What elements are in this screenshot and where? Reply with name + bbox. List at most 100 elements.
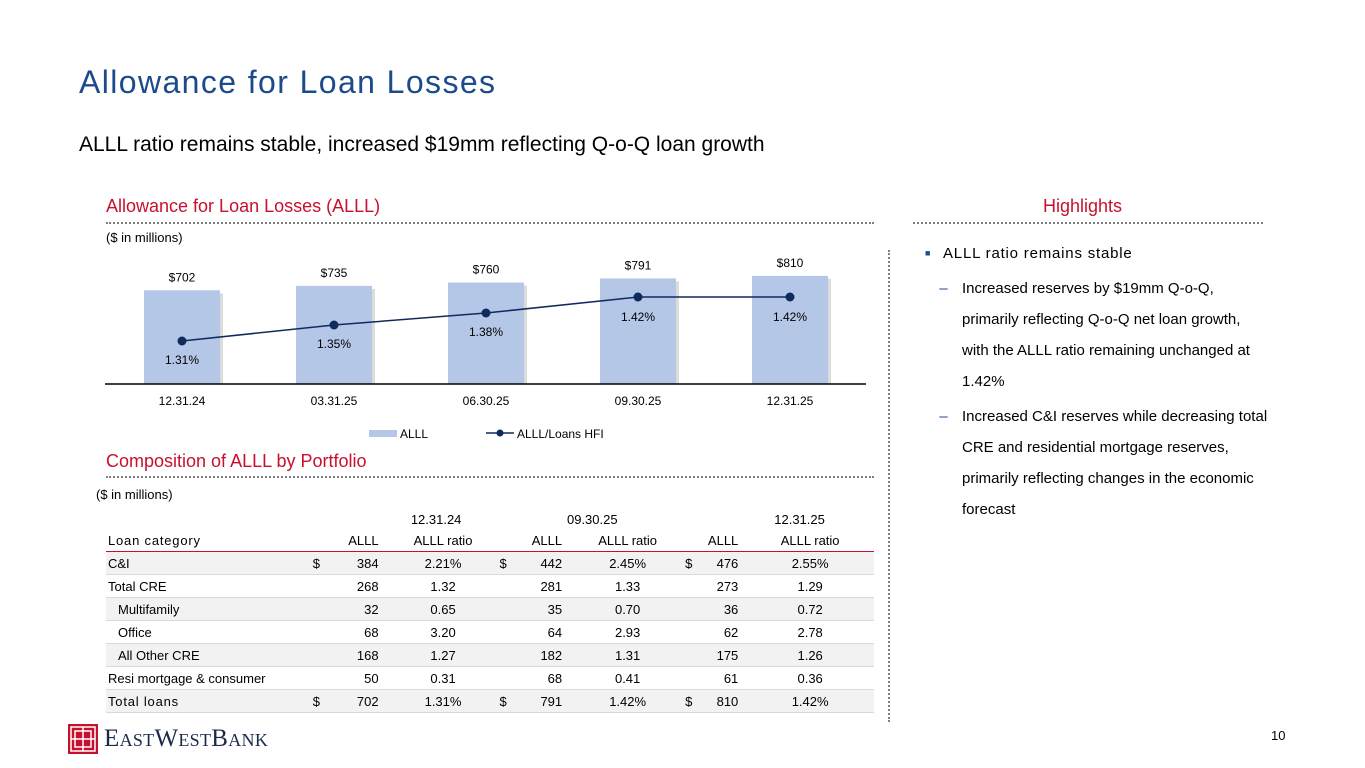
line-data-label: 1.35%	[317, 337, 351, 351]
alll-composition-table: 12.31.24 09.30.25 12.31.25 Loan category…	[106, 509, 874, 713]
line-point	[633, 292, 643, 302]
table-row: Total CRE 268 1.32 281 1.33 273 1.29	[106, 574, 874, 598]
alll-value: 442	[518, 551, 571, 575]
alll-value: 268	[331, 574, 387, 598]
line-point	[481, 308, 491, 318]
col-header-alll: ALLL	[312, 529, 387, 552]
alll-value: 175	[704, 643, 747, 667]
currency-symbol: $	[312, 551, 332, 575]
alll-ratio-value: 1.31%	[386, 689, 500, 713]
brand-wordmark: EastWestBank	[104, 725, 269, 752]
page-title: Allowance for Loan Losses	[79, 64, 497, 100]
currency-symbol	[499, 643, 519, 667]
table-section-divider	[106, 476, 874, 478]
alll-ratio-value: 0.65	[386, 597, 500, 621]
alll-value: 810	[704, 689, 747, 713]
legend-marker	[496, 429, 504, 437]
currency-symbol: $	[499, 689, 519, 713]
chart-section-divider	[106, 222, 874, 224]
alll-value: 68	[331, 620, 387, 644]
currency-symbol: $	[685, 551, 705, 575]
highlights-divider	[913, 222, 1263, 224]
alll-value: 281	[518, 574, 571, 598]
alll-ratio-value: 1.42%	[570, 689, 686, 713]
x-tick-label: 12.31.24	[159, 394, 206, 408]
currency-symbol: $	[499, 551, 519, 575]
alll-value: 36	[704, 597, 747, 621]
x-tick-label: 03.31.25	[311, 394, 358, 408]
highlights-heading: Highlights	[1043, 196, 1123, 216]
alll-value: 35	[518, 597, 571, 621]
alll-value: 61	[704, 666, 747, 690]
col-header-alll-ratio: ALLL ratio	[386, 529, 500, 552]
currency-symbol	[685, 666, 705, 690]
alll-ratio-value: 2.55%	[746, 551, 874, 575]
highlight-subpoint: – Increased C&I reserves while decreasin…	[925, 401, 1270, 525]
table-row: Multifamily 32 0.65 35 0.70 36 0.72	[106, 597, 874, 621]
alll-ratio-value: 2.45%	[570, 551, 686, 575]
vertical-divider	[888, 250, 890, 722]
row-label: Resi mortgage & consumer	[106, 666, 313, 690]
table-row: Resi mortgage & consumer 50 0.31 68 0.41 61 0.…	[106, 666, 874, 690]
bar-data-label: $735	[321, 266, 348, 280]
alll-ratio-value: 1.42%	[746, 689, 874, 713]
alll-ratio-value: 1.26	[746, 643, 874, 667]
currency-symbol	[312, 574, 332, 598]
alll-value: 384	[331, 551, 387, 575]
alll-ratio-value: 0.31	[386, 666, 500, 690]
row-label: Total CRE	[106, 574, 313, 598]
row-label: Total loans	[106, 689, 313, 713]
col-header-alll-ratio: ALLL ratio	[570, 529, 686, 552]
alll-value: 50	[331, 666, 387, 690]
x-tick-label: 09.30.25	[615, 394, 662, 408]
highlight-bullet-text: ALLL ratio remains stable	[943, 245, 1133, 262]
alll-ratio-value: 2.21%	[386, 551, 500, 575]
row-label: C&I	[106, 551, 313, 575]
line-data-label: 1.38%	[469, 325, 503, 339]
table-row: All Other CRE 168 1.27 182 1.31 175 1.26	[106, 643, 874, 667]
line-point	[329, 320, 339, 330]
currency-symbol	[499, 574, 519, 598]
table-period-row: 12.31.24 09.30.25 12.31.25	[106, 509, 874, 529]
highlight-subpoint-text: Increased C&I reserves while decreasing …	[962, 408, 1268, 518]
highlight-subpoint-text: Increased reserves by $19mm Q-o-Q, prima…	[962, 280, 1250, 390]
currency-symbol	[499, 597, 519, 621]
legend-label: ALLL/Loans HFI	[517, 427, 604, 441]
alll-value: 168	[331, 643, 387, 667]
period-header: 09.30.25	[566, 511, 618, 527]
table-section-heading: Composition of ALLL by Portfolio	[106, 451, 367, 471]
table-units-label: ($ in millions)	[96, 487, 173, 502]
x-tick-label: 12.31.25	[767, 394, 814, 408]
currency-symbol	[685, 643, 705, 667]
currency-symbol: $	[685, 689, 705, 713]
legend-swatch-alll	[369, 430, 397, 437]
dash-bullet-icon: –	[939, 280, 948, 297]
row-label: Office	[106, 620, 313, 644]
col-header-loan-category: Loan category	[106, 529, 313, 552]
table-row: C&I $384 2.21% $442 2.45% $476 2.55%	[106, 551, 874, 575]
highlights-list: ■ ALLL ratio remains stable – Increased …	[925, 238, 1270, 525]
bar-data-label: $702	[169, 270, 196, 284]
bar-data-label: $760	[473, 263, 500, 277]
alll-value: 64	[518, 620, 571, 644]
alll-value: 68	[518, 666, 571, 690]
currency-symbol	[312, 666, 332, 690]
alll-ratio-value: 0.70	[570, 597, 686, 621]
currency-symbol	[685, 574, 705, 598]
page-number: 10	[1271, 728, 1286, 743]
bar-alll	[752, 275, 828, 384]
legend-label: ALLL	[400, 427, 428, 441]
alll-value: 182	[518, 643, 571, 667]
row-label: Multifamily	[106, 597, 313, 621]
bar-data-label: $810	[777, 256, 804, 270]
dash-bullet-icon: –	[939, 408, 948, 425]
x-tick-label: 06.30.25	[463, 394, 510, 408]
line-point	[177, 336, 187, 346]
line-data-label: 1.42%	[621, 310, 655, 324]
line-data-label: 1.42%	[773, 310, 807, 324]
alll-ratio-value: 0.36	[746, 666, 874, 690]
currency-symbol	[312, 643, 332, 667]
alll-ratio-value: 1.29	[746, 574, 874, 598]
page-subtitle: ALLL ratio remains stable, increased $19…	[79, 133, 765, 156]
east-west-bank-logo-icon	[68, 724, 98, 754]
